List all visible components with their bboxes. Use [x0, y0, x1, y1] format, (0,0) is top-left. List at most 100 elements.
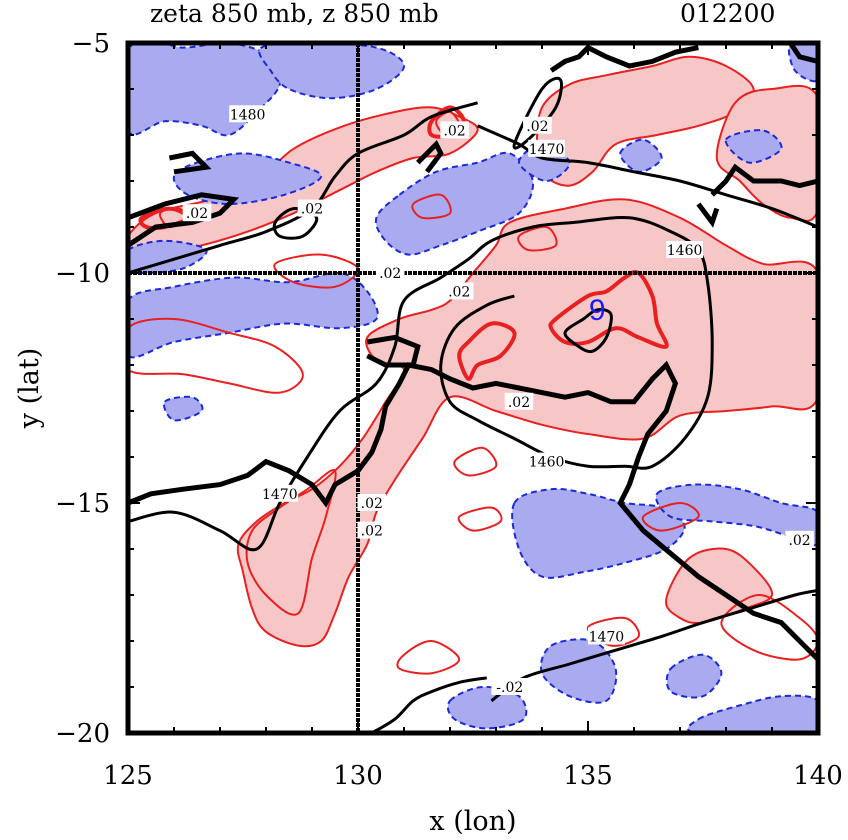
coastline-2 — [366, 334, 421, 368]
x-tick-125: 125 — [103, 761, 153, 791]
negative-vorticity-region-7 — [163, 395, 204, 422]
positive-vorticity-contour-9 — [273, 253, 360, 289]
contour-label-text: .02 — [788, 533, 810, 549]
contour-label-text: 1480 — [230, 107, 266, 123]
contour-label-13: .02 — [357, 494, 387, 512]
contour-label-background — [785, 530, 814, 548]
contour-label-text: .02 — [448, 284, 470, 300]
height-contour-3 — [128, 216, 714, 552]
height-contour-7 — [272, 207, 319, 240]
negative-vorticity-region-14 — [665, 653, 723, 699]
positive-vorticity-contour-2 — [396, 639, 461, 675]
height-contour-8 — [512, 76, 563, 150]
contour-label-2: .02 — [440, 121, 469, 139]
contour-label-text: .02 — [443, 123, 465, 139]
negative-vorticity-region-16 — [446, 685, 528, 730]
positive-vorticity-contour-layer — [128, 193, 818, 675]
contour-label-text: .02 — [186, 206, 208, 222]
positive-vorticity-contour-7 — [457, 506, 503, 532]
contour-label-background — [528, 452, 565, 470]
contour-label-background — [357, 521, 387, 539]
positive-vorticity-contour-11 — [517, 225, 558, 252]
coastline-6 — [549, 44, 699, 73]
contour-label-text: -.02 — [496, 680, 523, 696]
contour-label-background — [504, 392, 534, 410]
negative-vorticity-region-17 — [686, 694, 818, 733]
reference-lines-layer — [128, 43, 818, 733]
chart-timestamp: 012200 — [680, 0, 775, 28]
coastline-layer — [128, 43, 818, 662]
contour-label-background — [491, 678, 529, 695]
height-contour-2 — [476, 124, 818, 229]
contour-label-text: .02 — [379, 266, 401, 282]
contour-label-text: .02 — [508, 395, 530, 411]
contour-label-3: .02 — [523, 116, 552, 135]
negative-vorticity-region-13 — [655, 483, 818, 547]
contour-label-14: .02 — [357, 521, 387, 540]
contour-label-background — [440, 121, 469, 139]
contour-label-text: .02 — [526, 119, 548, 135]
contour-label-text: 1470 — [529, 142, 565, 158]
contour-label-4: 1470 — [528, 139, 565, 158]
contour-label-text: .02 — [361, 524, 383, 540]
height-contour-4 — [490, 588, 818, 703]
coastline-8 — [696, 202, 720, 228]
height-contour-6 — [563, 308, 613, 354]
height-contour-5 — [371, 676, 488, 733]
contour-label-6: .02 — [182, 204, 212, 222]
contour-label-background — [444, 282, 474, 300]
y-tick-minus-20: −20 — [55, 719, 110, 749]
negative-vorticity-region-4 — [128, 239, 208, 275]
contour-label-background — [588, 627, 625, 645]
plot-frame — [125, 40, 821, 736]
contour-label-text: .02 — [301, 202, 323, 218]
contour-label-12: 1470 — [261, 484, 299, 503]
contour-label-background — [229, 105, 266, 123]
x-axis-label: x (lon) — [429, 806, 516, 837]
coastline-4 — [168, 150, 212, 175]
contour-label-9: .02 — [444, 282, 474, 300]
contour-label-background — [297, 199, 327, 217]
coastline-5 — [416, 139, 444, 174]
contour-label-11: 1460 — [528, 452, 565, 471]
contour-label-16: 1470 — [588, 627, 625, 645]
positive-vorticity-region-5 — [665, 547, 774, 625]
negative-vorticity-region-3 — [172, 152, 323, 206]
y-tick-minus-15: −15 — [55, 489, 110, 519]
contour-label-background — [375, 264, 405, 281]
contour-label-text: 1470 — [589, 629, 625, 645]
strong-vorticity-contour-3 — [457, 321, 517, 381]
height-contour-layer — [128, 76, 818, 733]
positive-vorticity-contour-6 — [453, 446, 498, 477]
contour-label-layer: 1480 .02 .02 1470 .02 .02 1460 .02 .02 .02 1460 147… — [182, 105, 814, 696]
x-tick-130: 130 — [333, 761, 383, 791]
y-tick-minus-10: −10 — [55, 259, 110, 289]
contour-label-1: 1480 — [229, 105, 266, 123]
contour-label-background — [666, 241, 703, 258]
height-contour-1 — [128, 101, 479, 275]
positive-vorticity-contour-8 — [128, 317, 304, 394]
positive-vorticity-region-2 — [536, 55, 755, 187]
contour-label-17: -.02 — [491, 678, 529, 696]
contour-label-text: 1460 — [529, 455, 565, 471]
x-tick-140: 140 — [793, 761, 843, 791]
coastline-3 — [128, 192, 240, 248]
strong-vorticity-contour-4 — [548, 269, 669, 349]
y-tick-minus-5: −5 — [72, 29, 110, 59]
contour-label-15: .02 — [785, 530, 814, 549]
negative-vorticity-region-12 — [511, 487, 686, 579]
x-tick-135: 135 — [563, 761, 613, 791]
chart-title: zeta 850 mb, z 850 mb — [150, 0, 439, 28]
contour-label-7: 1460 — [666, 241, 703, 259]
contour-label-text: 1460 — [667, 243, 703, 259]
negative-vorticity-region-5 — [374, 151, 535, 256]
positive-vorticity-contour-3 — [720, 593, 818, 661]
contour-label-8: .02 — [375, 264, 405, 282]
contour-label-background — [182, 204, 212, 222]
contour-label-background — [357, 494, 387, 511]
coastline-1 — [128, 360, 818, 662]
plot-area: 1480 .02 .02 1470 .02 .02 1460 .02 .02 .02 1460 147… — [128, 43, 818, 733]
positive-vorticity-contour-5 — [641, 501, 700, 532]
contour-label-5: .02 — [297, 199, 327, 218]
